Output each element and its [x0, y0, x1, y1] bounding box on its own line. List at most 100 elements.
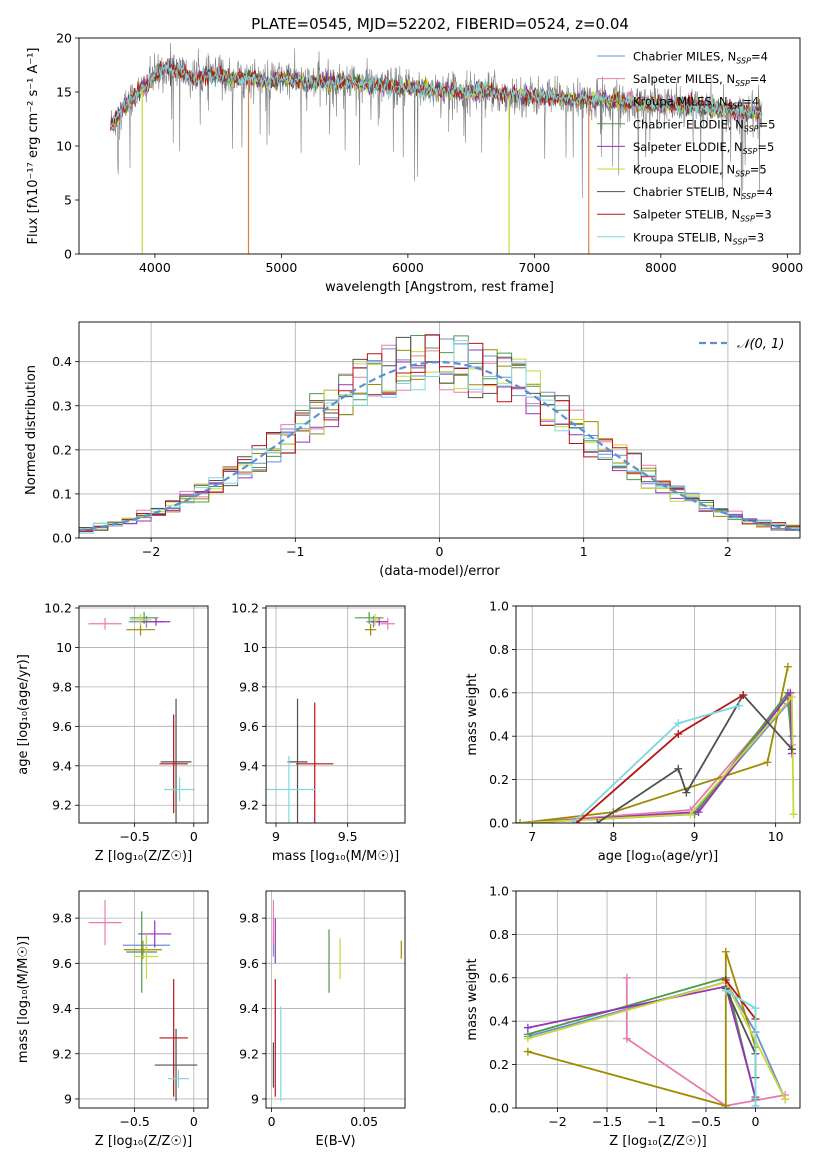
mass_weight_vs_age-lines	[516, 662, 798, 823]
age_vs_Z-ytick-label: 9.4	[52, 758, 72, 773]
mass_weight_vs_age-marker-8-1	[674, 719, 683, 728]
spectrum-xtick-label: 5000	[265, 260, 297, 275]
mass_weight_vs_Z-xtick-label: −1.5	[592, 1114, 622, 1129]
mass_vs_Z-ytick-label: 9.6	[52, 956, 72, 971]
age_vs_mass-xtick-label: 9	[272, 829, 280, 844]
histogram-series-8	[79, 340, 800, 538]
mass_weight_vs_age-xtick-label: 8	[609, 829, 617, 844]
age_vs_Z-ytick-label: 9.6	[52, 719, 72, 734]
age_vs_Z-xtick-label: −0.5	[119, 829, 149, 844]
mass_weight_vs_Z-ytick-label: 1.0	[489, 884, 509, 899]
residuals-xlabel: (data-model)/error	[379, 564, 500, 579]
mass_weight_vs_Z-frame	[515, 890, 801, 1109]
mass_vs_Z-points	[88, 900, 198, 1102]
mass_weight_vs_age-marker-8-2	[735, 701, 744, 710]
mass_weight_vs_age-marker-4-2	[786, 688, 795, 697]
mass_weight_vs_Z-marker-1-1	[622, 1034, 631, 1043]
mass_weight_vs_Z-xtick-label: −2	[548, 1114, 566, 1129]
mass_vs_ebv-ytick-label: 9.6	[239, 956, 259, 971]
age_vs_mass-axes: 9 9.5 9.2 9.4 9.6 9.8 10 10.2 mass [log₁₀(M/M☉)]	[231, 600, 405, 864]
age_vs_Z-errorbar-4	[141, 617, 171, 626]
age_vs_mass-xtick-label: 9.5	[338, 829, 358, 844]
mass_weight_vs_age-marker-6-1	[674, 764, 683, 773]
residuals-xtick-label: 1	[580, 544, 588, 559]
mass_weight_vs_age-marker-2-3	[783, 662, 792, 671]
mass_weight_vs_age-marker-8-0	[568, 819, 577, 823]
age_vs_mass-ytick-label: 9.4	[239, 758, 259, 773]
mass_weight_vs_Z-plot-area	[516, 891, 800, 1108]
mass_vs_ebv-xtick-label: 0.05	[350, 1114, 378, 1129]
age_vs_mass-errorbar-8	[266, 755, 317, 823]
legend-entry-6: Chabrier STELIB, NSSP=4	[633, 185, 773, 201]
mass_weight_vs_Z-marker-8-2	[751, 1101, 760, 1108]
normal-curve	[79, 360, 800, 532]
mass_weight_vs_Z-marker-2-0	[523, 1047, 532, 1056]
mass_vs_Z-errorbar-2	[123, 940, 162, 959]
age_vs_Z-ytick-label: 10	[56, 640, 72, 655]
age_vs_mass-ytick-label: 10	[243, 640, 259, 655]
mass_weight_vs_age-marker-4-1	[694, 808, 703, 817]
age_vs_Z-errorbar-7	[159, 714, 188, 814]
mass_weight_vs_age-marker-5-1	[686, 810, 695, 819]
figure-title: PLATE=0545, MJD=52202, FIBERID=0524, z=0…	[251, 15, 629, 33]
spectrum-ytick-label: 0	[64, 247, 72, 262]
mass_weight_vs_age-marker-5-2	[787, 693, 796, 702]
legend-entry-3: Chabrier ELODIE, NSSP=5	[633, 117, 775, 133]
mass_weight_vs_age-marker-7-1	[674, 730, 683, 739]
age_vs_Z-ytick-label: 10.2	[44, 600, 72, 615]
mass_vs_Z-frame	[78, 890, 209, 1109]
mass_vs_ebv-xtick-label: 0	[268, 1114, 276, 1129]
age_vs_mass-frame	[265, 605, 406, 824]
residuals-ytick-label: 0.1	[52, 486, 72, 501]
mass_weight_vs_Z-axes: −2 −1.5 −1 −0.5 0 0.0 0.2 0.4 0.6 0.8 1.0 Z [log₁₀(…	[465, 884, 800, 1149]
mass_weight_vs_age-marker-2-2	[763, 758, 772, 767]
residuals-ytick-label: 0.4	[52, 354, 72, 369]
mass_vs_Z-ylabel: mass [log₁₀(M/M☉)]	[16, 936, 31, 1063]
mass_weight_vs_age-marker-6-2	[682, 788, 691, 797]
age_vs_mass-errorbar-6	[287, 698, 308, 823]
mass_weight_vs_age-ytick-label: 0.8	[489, 642, 509, 657]
mass_vs_ebv-ytick-label: 9.2	[239, 1046, 259, 1061]
mass_weight_vs_Z-marker-1-0	[622, 973, 631, 982]
spectrum-lines	[110, 43, 763, 254]
mass_weight_vs_age-series-5	[520, 694, 795, 823]
mass_weight_vs_Z-marker-4-0	[523, 1023, 532, 1032]
spectrum-xtick-label: 4000	[139, 260, 171, 275]
mass_weight_vs_age-marker-5-0	[516, 819, 525, 823]
residuals-legend: 𝒩(0, 1)	[699, 337, 784, 352]
spectrum-ylabel: Flux [fλ10⁻¹⁷ erg cm⁻² s⁻¹ A⁻¹]	[26, 48, 41, 245]
mass_vs_ebv-xlabel: E(B-V)	[315, 1134, 355, 1149]
mass_weight_vs_Z-ytick-label: 0.8	[489, 927, 509, 942]
mass_vs_Z-errorbar-3	[126, 911, 158, 993]
mass_vs_Z-ytick-label: 9	[64, 1091, 72, 1106]
mass_weight_vs_Z-ylabel: mass weight	[465, 958, 480, 1040]
mass_vs_ebv-ytick-label: 9.8	[239, 911, 259, 926]
mass_weight_vs_age-xtick-label: 7	[528, 829, 536, 844]
mass_vs_Z-ytick-label: 9.2	[52, 1046, 72, 1061]
mass_weight_vs_Z-marker-7-0	[721, 975, 730, 984]
legend-entry-2: Kroupa MILES, NSSP=4	[633, 95, 759, 111]
mass_weight_vs_age-xlabel: age [log₁₀(age/yr)]	[598, 849, 719, 864]
age_vs_mass-plot-area	[266, 606, 405, 823]
legend-entry-5: Kroupa ELODIE, NSSP=5	[633, 163, 767, 179]
mass_weight_vs_Z-xtick-label: 0	[751, 1114, 759, 1129]
mass_weight_vs_age-ytick-label: 0.4	[489, 729, 509, 744]
mass_vs_Z-errorbar-1	[88, 900, 122, 946]
spectrum-frame	[78, 37, 801, 255]
spectrum-ytick-label: 5	[64, 193, 72, 208]
age_vs_Z-ytick-label: 9.2	[52, 798, 72, 813]
mass_weight_vs_Z-marker-5-2	[781, 1095, 790, 1104]
mass_weight_vs_age-ytick-label: 0.0	[489, 816, 509, 831]
mass_weight_vs_age-marker-6-4	[787, 745, 796, 754]
legend-entry-0: Chabrier MILES, NSSP=4	[633, 50, 768, 66]
age_vs_Z-errorbar-5	[129, 613, 152, 626]
normal-legend-label: 𝒩(0, 1)	[737, 337, 784, 352]
residuals-axes: −2 −1 0 1 2 0.0 0.1 0.2 0.3 0.4 (data-model)/error…	[24, 322, 800, 579]
age_vs_mass-points	[266, 611, 395, 823]
mass_vs_Z-xlabel: Z [log₁₀(Z/Z☉)]	[95, 1134, 192, 1149]
residuals-xtick-label: −2	[142, 544, 160, 559]
age_vs_mass-errorbar-2	[364, 623, 377, 636]
age_vs_Z-xtick-label: 0	[190, 829, 198, 844]
spectrum-xtick-label: 7000	[518, 260, 550, 275]
